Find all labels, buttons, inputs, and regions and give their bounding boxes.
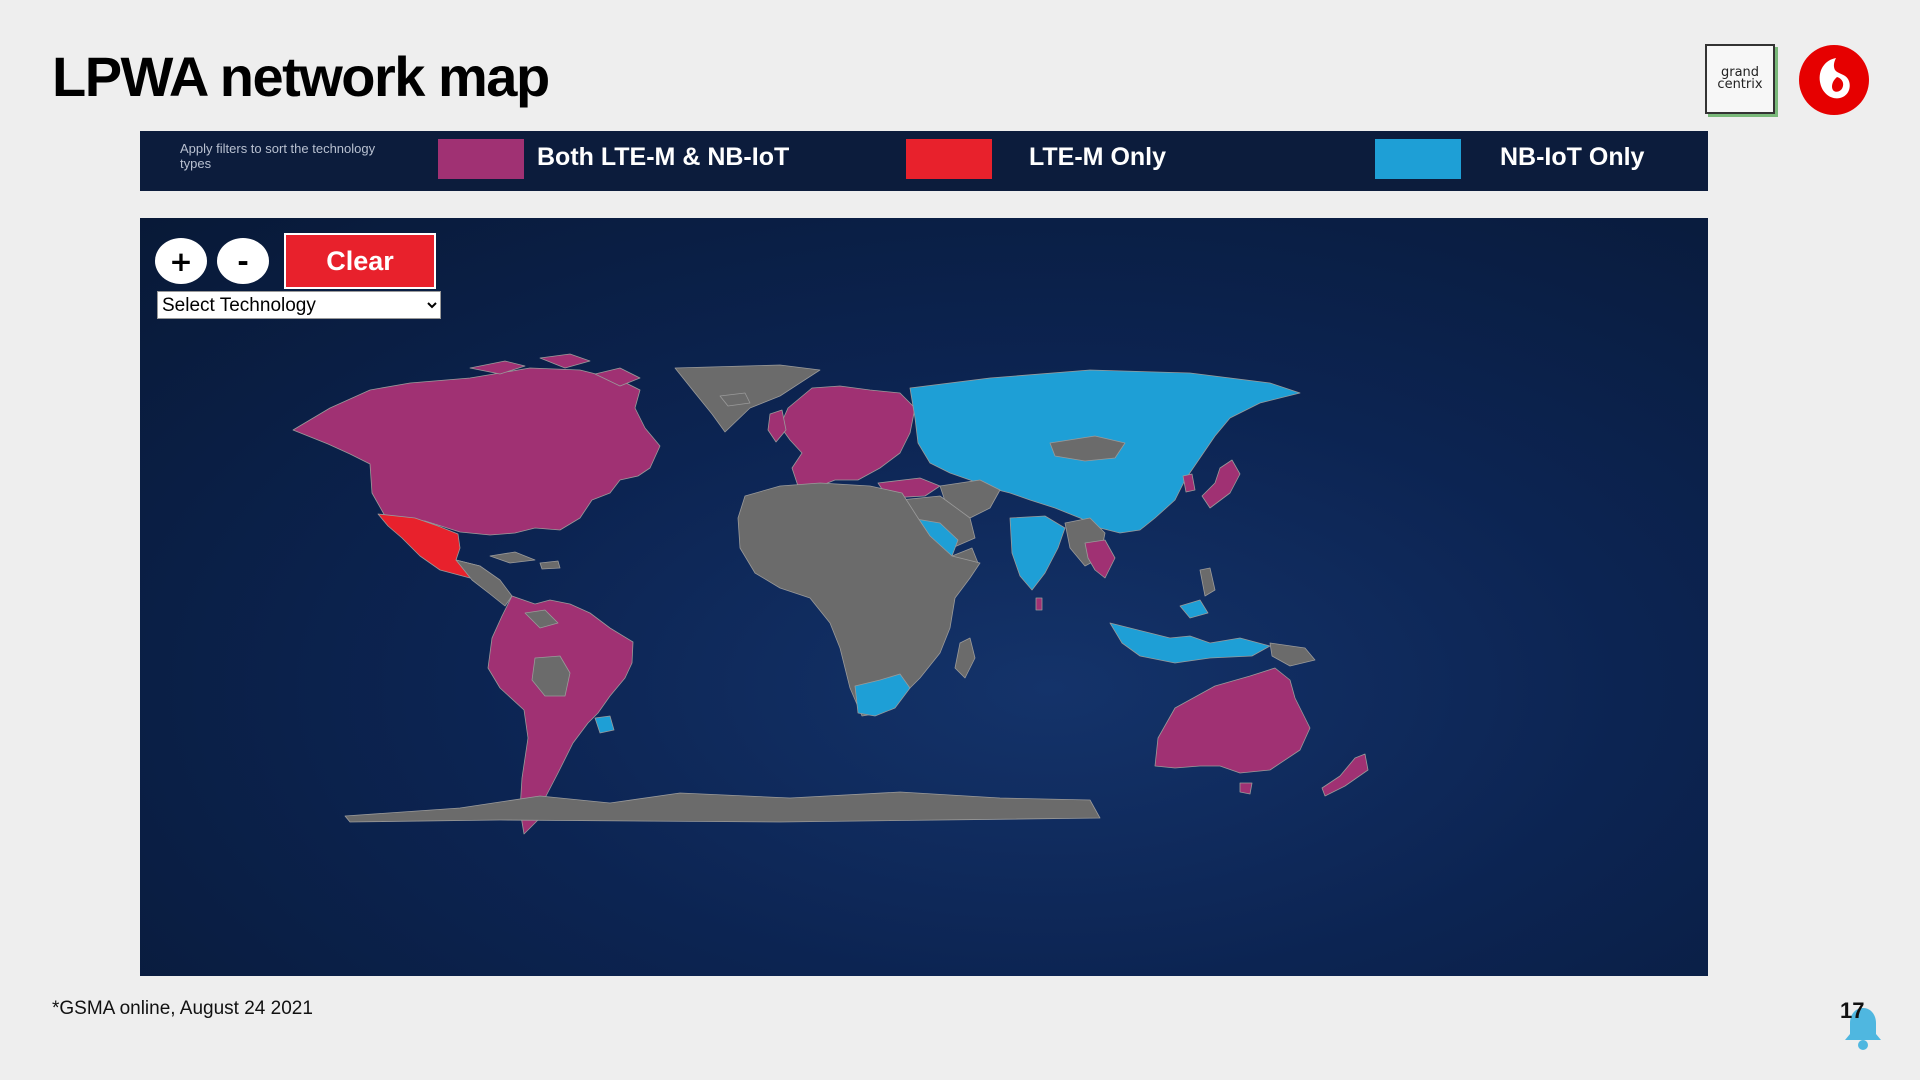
region-korea xyxy=(1182,473,1196,493)
region-europe xyxy=(779,385,916,489)
vodafone-logo xyxy=(1799,45,1869,115)
region-madagascar xyxy=(954,637,976,679)
world-map[interactable] xyxy=(140,218,1708,976)
region-australia xyxy=(1154,667,1311,774)
legend-label-nb-iot: NB-IoT Only xyxy=(1500,143,1645,171)
region-indonesia xyxy=(1109,599,1271,664)
region-india xyxy=(1009,515,1066,591)
region-north-america xyxy=(292,367,661,536)
region-uk xyxy=(767,409,787,443)
region-south-america xyxy=(487,595,634,835)
page-title: LPWA network map xyxy=(52,45,550,108)
region-japan xyxy=(1201,459,1241,509)
region-caribbean xyxy=(489,551,561,570)
legend-swatch-both[interactable] xyxy=(438,139,524,179)
region-mongolia xyxy=(1049,435,1126,462)
region-canada-islands xyxy=(469,353,641,387)
region-africa xyxy=(737,482,981,717)
bell-icon[interactable] xyxy=(1838,1002,1888,1052)
country-borders xyxy=(292,353,1369,835)
legend-hint: Apply filters to sort the technology typ… xyxy=(180,141,376,171)
map-panel[interactable]: + - Clear Select Technology xyxy=(140,218,1708,976)
legend-label-both: Both LTE-M & NB-IoT xyxy=(537,143,790,171)
grand-centrix-logo-text: grand centrix xyxy=(1717,65,1763,92)
region-sri-lanka xyxy=(1035,597,1043,611)
region-philippines xyxy=(1199,567,1216,597)
zoom-in-button[interactable]: + xyxy=(155,238,207,284)
region-papua xyxy=(1269,642,1316,667)
clear-button[interactable]: Clear xyxy=(284,233,436,289)
region-central-america xyxy=(455,559,513,607)
legend-bar: Apply filters to sort the technology typ… xyxy=(140,131,1708,191)
region-new-zealand xyxy=(1321,753,1369,797)
region-iceland xyxy=(719,392,751,407)
region-thailand xyxy=(1084,539,1116,579)
region-bolivia-paraguay xyxy=(524,609,571,697)
page-number: 17 xyxy=(1840,998,1865,1023)
technology-select[interactable]: Select Technology xyxy=(157,291,441,319)
legend-swatch-nb-iot[interactable] xyxy=(1375,139,1461,179)
grand-centrix-logo: grand centrix xyxy=(1705,44,1775,114)
region-south-africa xyxy=(854,673,911,717)
legend-label-lte-m: LTE-M Only xyxy=(1029,143,1167,171)
region-uruguay xyxy=(594,715,615,734)
source-footnote: *GSMA online, August 24 2021 xyxy=(52,998,313,1019)
region-antarctica xyxy=(344,791,1101,823)
zoom-out-button[interactable]: - xyxy=(217,238,269,284)
region-tasmania xyxy=(1239,782,1253,795)
legend-swatch-lte-m[interactable] xyxy=(906,139,992,179)
